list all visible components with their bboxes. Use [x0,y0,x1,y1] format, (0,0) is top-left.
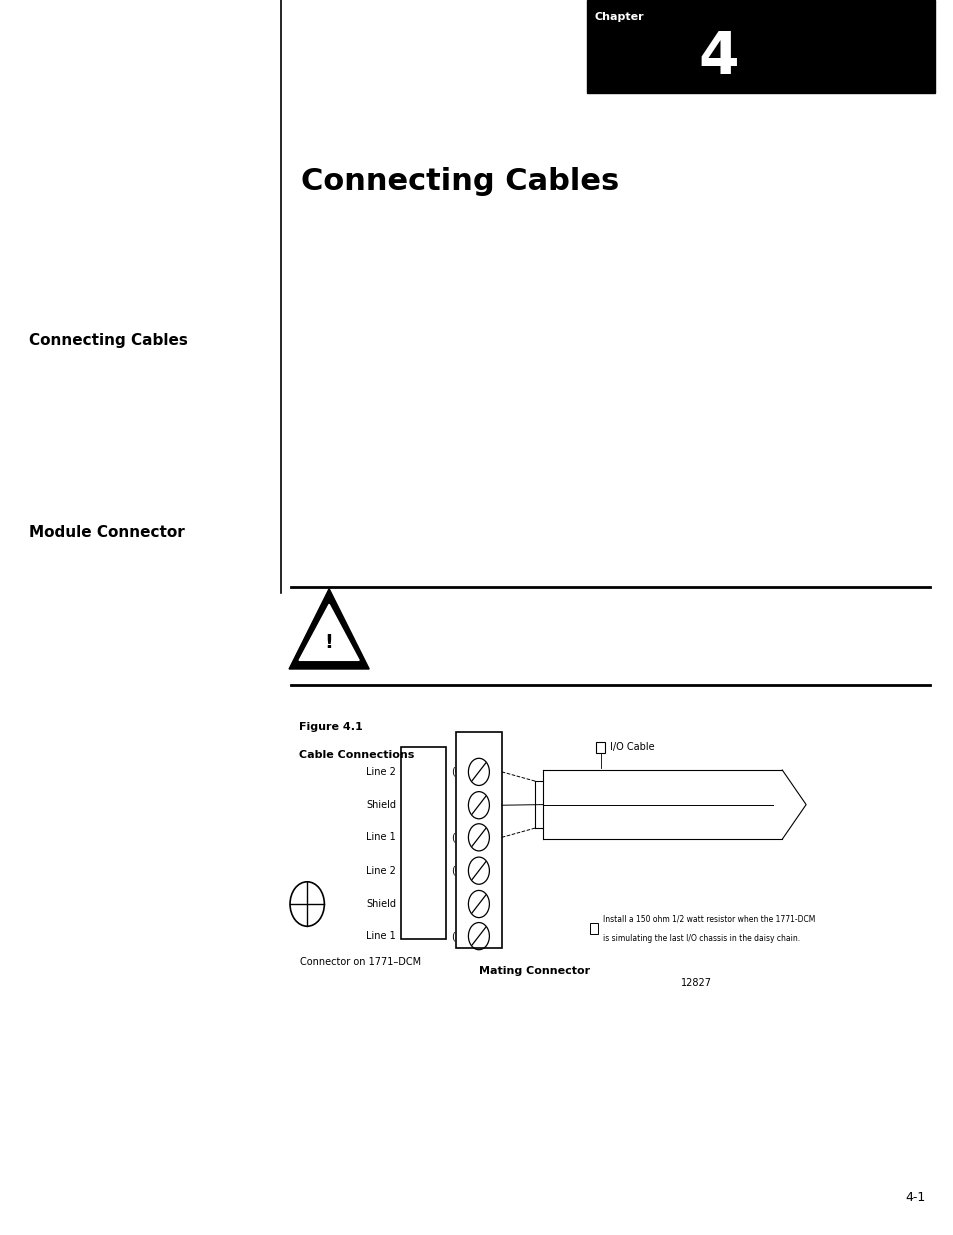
Text: Figure 4.1: Figure 4.1 [298,722,362,732]
Polygon shape [289,589,369,669]
Text: Chapter: Chapter [594,12,643,22]
Text: I/O Cable: I/O Cable [609,742,654,752]
Text: (Blue): (Blue) [451,931,480,941]
Bar [456,732,501,948]
Bar [589,924,598,935]
Text: Cable Connections: Cable Connections [298,750,414,760]
Text: (Blue): (Blue) [451,832,480,842]
Text: Line 1: Line 1 [366,832,395,842]
Text: Connecting Cables: Connecting Cables [300,167,618,195]
Text: 4-1: 4-1 [904,1191,924,1204]
Text: 12827: 12827 [680,978,711,988]
Bar [400,747,446,939]
Text: (Clear): (Clear) [451,767,484,777]
Text: !: ! [324,634,334,652]
Text: Line 2: Line 2 [366,866,395,876]
Text: Mating Connector: Mating Connector [478,966,589,976]
Text: Shield: Shield [366,899,395,909]
Text: Line 1: Line 1 [366,931,395,941]
Text: Shield: Shield [366,800,395,810]
Text: Module Connector: Module Connector [29,525,184,540]
Text: Connecting Cables: Connecting Cables [29,333,188,348]
Bar [596,741,604,752]
Text: Install a 150 ohm 1/2 watt resistor when the 1771-DCM: Install a 150 ohm 1/2 watt resistor when… [602,915,815,924]
Bar [586,0,934,93]
Text: 4: 4 [698,30,739,86]
Text: Connector on 1771–DCM: Connector on 1771–DCM [300,957,420,967]
Text: Line 2: Line 2 [366,767,395,777]
Polygon shape [298,604,358,661]
Text: (Clear): (Clear) [451,866,484,876]
Text: is simulating the last I/O chassis in the daisy chain.: is simulating the last I/O chassis in th… [602,934,800,942]
